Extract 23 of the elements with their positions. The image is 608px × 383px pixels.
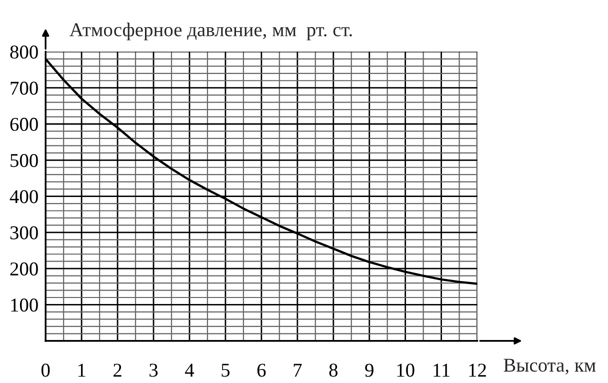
y-tick-label: 700 [10, 82, 38, 95]
x-tick-label: 1 [78, 364, 86, 377]
x-tick-label: 7 [294, 364, 302, 377]
y-tick-label: 400 [10, 190, 38, 204]
x-tick-label: 10 [397, 364, 414, 377]
x-tick-label: 6 [257, 364, 266, 377]
x-tick-label: 11 [434, 364, 450, 377]
y-tick-label: 500 [10, 154, 38, 168]
x-tick-label: 8 [329, 364, 338, 377]
x-tick-label: 0 [41, 364, 50, 377]
x-tick-label: 9 [365, 364, 374, 377]
y-tick-label: 600 [10, 118, 38, 131]
x-tick-label: 4 [185, 364, 194, 377]
x-tick-label: 2 [114, 364, 122, 377]
y-axis-title: Атмосферное давление, мм рт. ст. [70, 22, 352, 40]
y-tick-label: 200 [10, 262, 38, 276]
x-tick-label: 5 [222, 364, 230, 377]
x-axis-title: Высота, км [504, 358, 596, 375]
x-tick-label: 12 [469, 364, 486, 377]
x-tick-label: 3 [150, 364, 158, 377]
y-tick-label: 300 [10, 226, 38, 240]
y-tick-label: 800 [10, 46, 38, 59]
y-tick-label: 100 [11, 298, 38, 312]
